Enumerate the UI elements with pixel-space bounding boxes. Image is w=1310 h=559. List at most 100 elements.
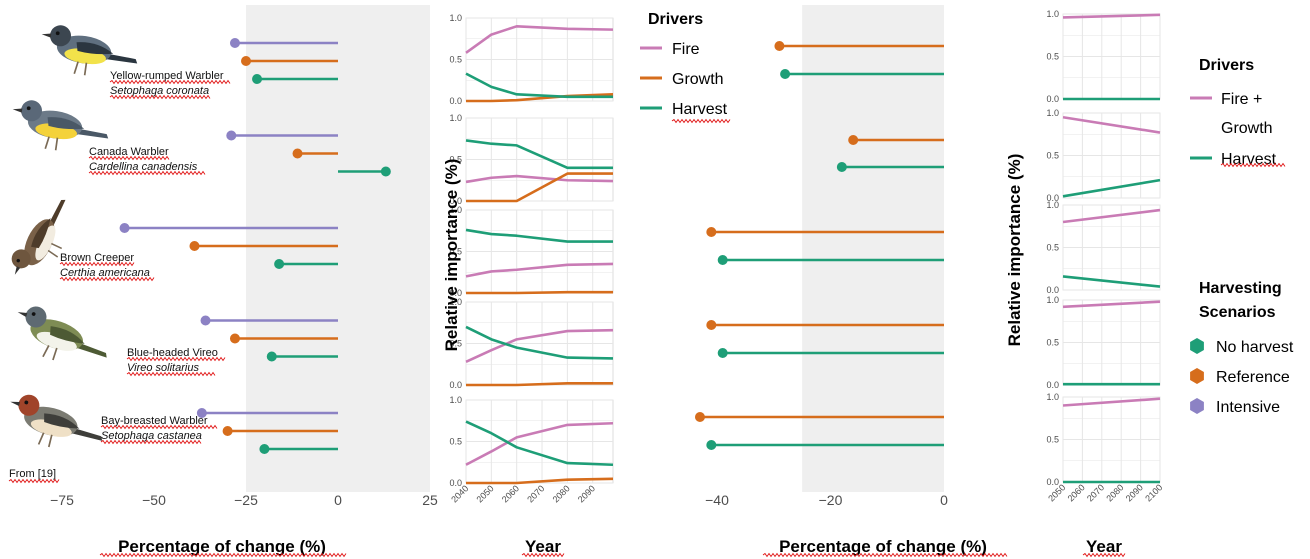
panel: 0.0 0.5 1.0 [1046, 200, 1161, 295]
series-line [466, 477, 614, 485]
x-tick-label: −50 [142, 492, 166, 508]
x-tick-label: −25 [234, 492, 258, 508]
belly [35, 225, 56, 261]
y-tick-label: 1.0 [1046, 200, 1059, 210]
series-line [1062, 397, 1161, 407]
y-tick-label: 0.5 [1046, 435, 1059, 445]
leg [51, 242, 63, 250]
y-tick-label: 1.0 [449, 13, 462, 23]
head [11, 249, 31, 269]
y-axis-title: Relative importance (%) [442, 159, 461, 352]
eye [26, 106, 31, 111]
legend-title: Drivers [648, 11, 703, 28]
lollipop-point [252, 74, 263, 84]
lollipop-point [706, 320, 717, 330]
x-axis-title: Year [525, 537, 561, 556]
x-axis-title: Year [1086, 537, 1122, 556]
series-line [1062, 13, 1161, 19]
yellow-rumped-warbler-icon [41, 25, 138, 76]
lollipop-point [774, 41, 785, 51]
leg [44, 136, 50, 150]
series-line [465, 72, 613, 99]
panel: 0.0 0.5 1.0 [449, 297, 614, 390]
lollipop-point [241, 56, 251, 66]
series-line [1062, 275, 1161, 288]
lollipop-point [259, 444, 270, 454]
y-tick-label: 0.0 [449, 380, 462, 390]
leg [52, 347, 58, 361]
shaded-regions [246, 5, 944, 492]
species-common-name: Canada Warbler [89, 146, 169, 158]
spellcheck-underline [100, 439, 202, 445]
lollipop-point [717, 255, 728, 265]
panel: 0.0 0.5 1.0 [449, 395, 614, 488]
legend-title: Scenarios [1199, 304, 1276, 321]
y-tick-label: 1.0 [1046, 295, 1059, 305]
legend-label: Growth [1221, 120, 1273, 137]
spellcheck-underline [8, 478, 60, 484]
beak [12, 108, 23, 113]
beak [41, 33, 52, 38]
label-backdrop [998, 88, 1038, 370]
belly [36, 331, 77, 351]
series-line [465, 262, 614, 278]
leg [73, 61, 79, 75]
lollipop-point [380, 166, 391, 177]
series-line [466, 382, 613, 387]
far-right-line-panels: 0.00.51.00.00.51.00.00.51.00.00.51.00.00… [998, 9, 1164, 558]
spellcheck-underline [109, 79, 231, 85]
series-line [466, 290, 613, 295]
head [18, 394, 40, 416]
head [21, 100, 43, 122]
leg [54, 137, 59, 151]
head [25, 306, 47, 328]
beak [17, 312, 28, 318]
y-tick-label: 1.0 [449, 113, 462, 123]
legend-label: Reference [1216, 369, 1290, 386]
lollipop-point [836, 162, 847, 172]
spellcheck-underline [99, 552, 347, 558]
spellcheck-underline [521, 552, 565, 558]
spellcheck-underline [109, 94, 211, 100]
series-line [465, 421, 614, 466]
blue-headed-vireo-icon [17, 306, 107, 361]
spellcheck-underline [88, 170, 206, 176]
spellcheck-underline [671, 118, 731, 124]
panel: 0.0 0.5 1.0 [1046, 9, 1161, 104]
x-tick-label: 0 [940, 492, 948, 508]
eye [31, 312, 36, 316]
y-tick-label: 0.5 [1046, 243, 1059, 253]
series-line [465, 24, 614, 54]
series-line [466, 172, 613, 203]
spellcheck-underline [762, 552, 1008, 558]
x-tick-label: 2080 [1104, 482, 1125, 503]
legend-label: Fire + [1221, 91, 1262, 108]
y-tick-label: 0.5 [449, 55, 462, 65]
y-tick-label: 0.5 [449, 155, 462, 165]
series-line [1062, 208, 1161, 224]
x-tick-label: 2070 [1085, 482, 1106, 503]
leg [37, 432, 45, 445]
right-lollipop-chart: −40 −20 0 Percentage of change (%) [694, 41, 1008, 558]
belly [30, 419, 72, 437]
x-tick-label: 2060 [1066, 482, 1087, 503]
y-tick-label: 0.5 [449, 247, 462, 257]
wing [47, 117, 85, 130]
lollipop-point [780, 69, 791, 79]
wing [44, 413, 80, 429]
x-tick-label: 2050 [475, 483, 496, 504]
panel: 0.0 0.5 1.0 [1046, 392, 1161, 487]
y-tick-label: 0.0 [1046, 380, 1059, 390]
species-latin-name: Vireo solitarius [127, 362, 199, 374]
x-tick-label: 25 [422, 492, 438, 508]
x-axis-title: Percentage of change (%) [118, 537, 326, 556]
spellcheck-underline [1082, 552, 1126, 558]
lollipop-point [292, 148, 303, 159]
leg [47, 249, 59, 258]
legend-label: No harvest [1216, 339, 1294, 356]
brown-creeper-icon [11, 199, 66, 275]
y-tick-label: 0.5 [449, 437, 462, 447]
y-tick-label: 0.0 [1046, 285, 1059, 295]
panel: 0.0 0.5 1.0 [1046, 295, 1161, 390]
